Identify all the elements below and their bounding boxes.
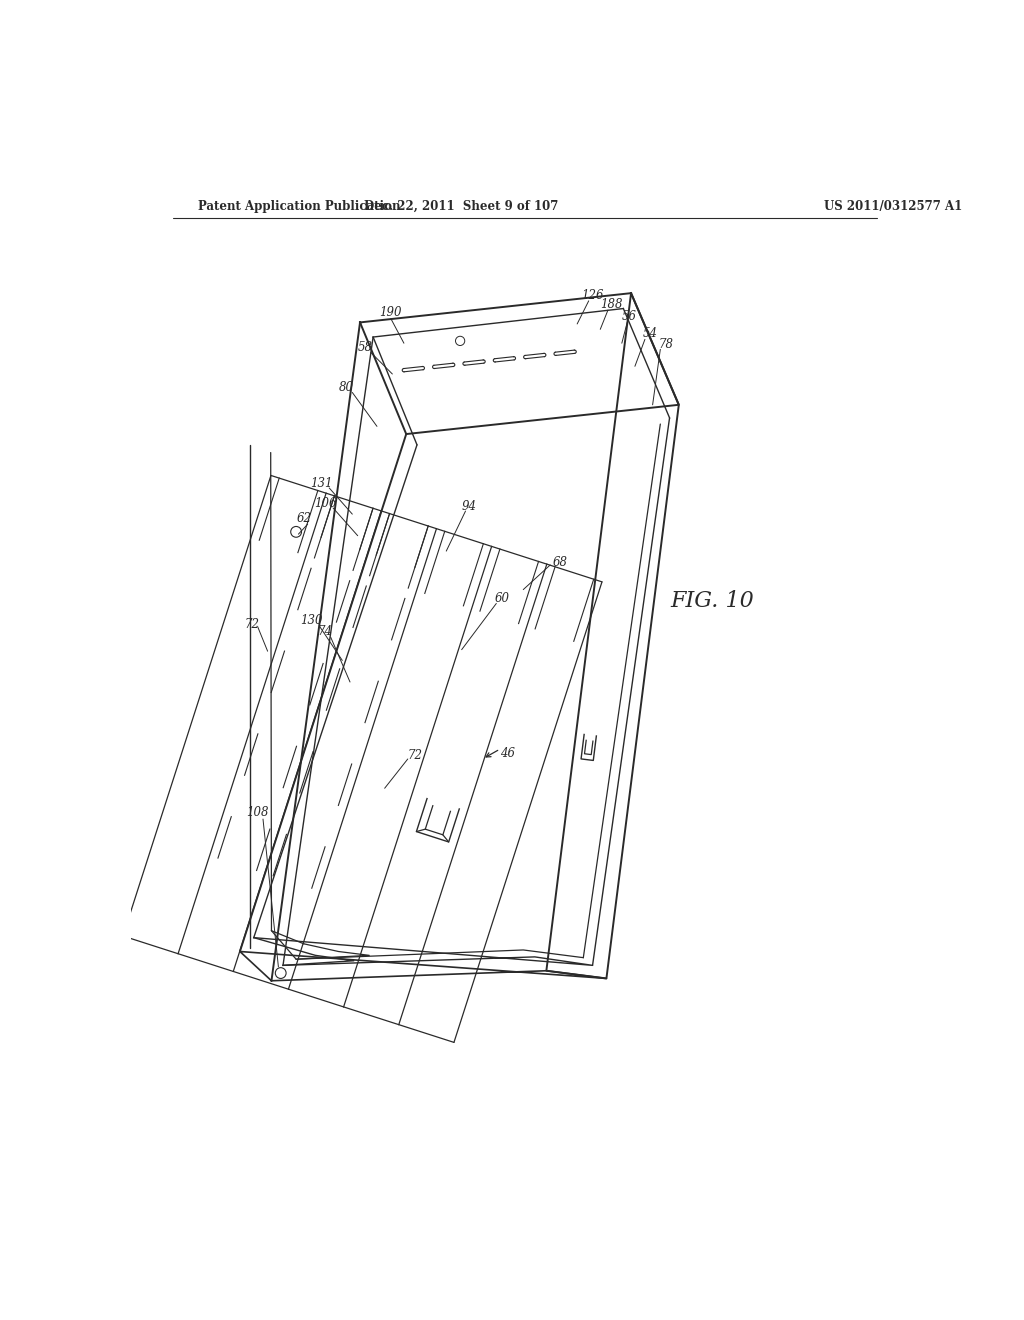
Text: 80: 80 bbox=[339, 381, 353, 395]
Text: 188: 188 bbox=[600, 298, 623, 312]
Text: 72: 72 bbox=[408, 748, 423, 762]
Text: Dec. 22, 2011  Sheet 9 of 107: Dec. 22, 2011 Sheet 9 of 107 bbox=[365, 199, 559, 213]
Text: 60: 60 bbox=[495, 593, 509, 606]
Text: 131: 131 bbox=[310, 477, 333, 490]
Text: 62: 62 bbox=[296, 512, 311, 525]
Text: 190: 190 bbox=[380, 306, 402, 319]
Text: 78: 78 bbox=[658, 338, 673, 351]
Text: 74: 74 bbox=[317, 626, 332, 639]
Text: 130: 130 bbox=[300, 614, 323, 627]
Text: 94: 94 bbox=[462, 500, 477, 513]
Text: 58: 58 bbox=[358, 341, 373, 354]
Text: 126: 126 bbox=[582, 289, 604, 302]
Text: 108: 108 bbox=[247, 807, 269, 820]
Text: Patent Application Publication: Patent Application Publication bbox=[199, 199, 400, 213]
Text: 46: 46 bbox=[501, 747, 515, 760]
Text: 72: 72 bbox=[245, 618, 260, 631]
Text: 56: 56 bbox=[622, 310, 637, 323]
Text: 106: 106 bbox=[314, 496, 337, 510]
Text: FIG. 10: FIG. 10 bbox=[670, 590, 754, 612]
Text: 68: 68 bbox=[553, 556, 567, 569]
Text: 54: 54 bbox=[643, 327, 657, 341]
Text: US 2011/0312577 A1: US 2011/0312577 A1 bbox=[823, 199, 962, 213]
